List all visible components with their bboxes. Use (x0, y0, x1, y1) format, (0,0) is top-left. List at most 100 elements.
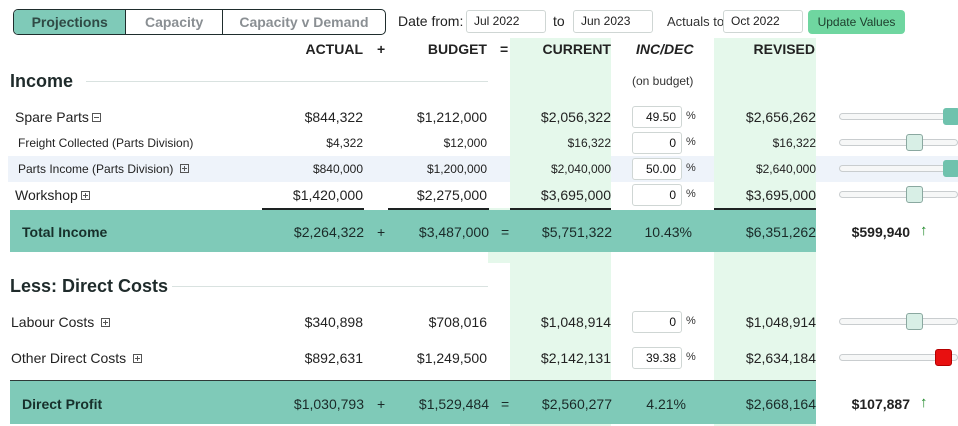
revised-value: $1,048,914 (745, 314, 816, 330)
current-cell-bg (510, 156, 611, 182)
total-plus: + (377, 396, 386, 412)
date-to-input[interactable]: Jun 2023 (573, 10, 653, 33)
budget-value: $708,016 (428, 314, 487, 330)
inc-dec-input[interactable]: 49.50 (632, 106, 682, 128)
total-current: $5,751,322 (541, 224, 612, 240)
actuals-to-label: Actuals to (667, 14, 725, 29)
direct-profit-top-line (10, 380, 816, 381)
tab-capacity[interactable]: Capacity (126, 10, 223, 34)
row-label: Other Direct Costs (11, 350, 143, 366)
row-label: Parts Income (Parts Division) (18, 162, 189, 176)
budget-value: $2,275,000 (416, 187, 487, 203)
current-value: $2,056,322 (540, 109, 611, 125)
revised-value: $2,656,262 (745, 109, 816, 125)
actual-value: $4,322 (326, 136, 363, 150)
current-value: $1,048,914 (540, 314, 611, 330)
inc-dec-input[interactable]: 0 (632, 132, 682, 154)
revised-value: $2,634,184 (745, 350, 816, 366)
row-label: Freight Collected (Parts Division) (18, 136, 194, 150)
percent-sign: % (686, 136, 696, 148)
income-divider (86, 81, 488, 82)
revised-sum-line (714, 208, 816, 210)
to-label: to (553, 13, 565, 29)
inc-dec-input[interactable]: 0 (632, 184, 682, 206)
total-label: Direct Profit (22, 396, 103, 412)
total-label: Total Income (22, 224, 108, 240)
budget-value: $1,212,000 (416, 109, 487, 125)
slider-handle[interactable] (935, 349, 952, 366)
income-section-title: Income (10, 71, 74, 91)
total-actual: $2,264,322 (293, 224, 364, 240)
slider-handle[interactable] (943, 160, 958, 177)
revised-value: $2,640,000 (755, 162, 816, 176)
total-revised: $2,668,164 (745, 396, 816, 412)
direct-costs-divider (172, 286, 488, 287)
actual-value: $892,631 (304, 350, 363, 366)
percent-sign: % (686, 315, 696, 327)
total-equals: = (501, 224, 510, 240)
budget-sum-line (388, 208, 489, 210)
tab-projections[interactable]: Projections (14, 10, 127, 34)
adjust-slider[interactable] (839, 165, 958, 172)
date-from-input[interactable]: Jul 2022 (466, 10, 546, 33)
current-value: $2,142,131 (540, 350, 611, 366)
actual-value: $840,000 (312, 162, 363, 176)
expand-icon[interactable] (179, 164, 189, 174)
total-pct: 4.21% (646, 396, 686, 412)
total-income-change: $599,940 (851, 224, 910, 240)
header-equals: = (500, 41, 509, 57)
date-from-label: Date from: (398, 13, 464, 29)
row-label: Workshop (15, 187, 90, 203)
current-sum-line (510, 208, 611, 210)
slider-handle[interactable] (906, 186, 923, 203)
header-revised: REVISED (753, 41, 815, 57)
adjust-slider[interactable] (839, 113, 958, 120)
row-label: Labour Costs (11, 314, 111, 330)
total-equals: = (501, 396, 510, 412)
adjust-slider[interactable] (839, 318, 958, 325)
actuals-to-input[interactable]: Oct 2022 (723, 10, 803, 33)
actual-sum-line (262, 208, 364, 210)
slider-handle[interactable] (943, 108, 958, 125)
expand-icon[interactable] (80, 190, 90, 200)
revised-cell-bg (714, 156, 816, 182)
current-value: $3,695,000 (540, 187, 611, 203)
total-budget: $3,487,000 (418, 224, 489, 240)
total-current: $2,560,277 (541, 396, 612, 412)
actual-value: $1,420,000 (292, 187, 363, 203)
total-revised: $6,351,262 (745, 224, 816, 240)
tab-capacity-v-demand[interactable]: Capacity v Demand (239, 14, 369, 30)
percent-sign: % (686, 351, 696, 363)
current-value: $16,322 (567, 136, 611, 150)
expand-icon[interactable] (133, 353, 143, 363)
percent-sign: % (686, 110, 696, 122)
percent-sign: % (686, 162, 696, 174)
inc-dec-input[interactable]: 50.00 (632, 158, 682, 180)
header-inc-dec: INC/DEC (636, 41, 694, 57)
percent-sign: % (686, 188, 696, 200)
slider-handle[interactable] (906, 313, 923, 330)
view-tabs: Projections Capacity Capacity v Demand (13, 9, 386, 35)
expand-icon[interactable] (101, 317, 111, 327)
budget-value: $1,249,500 (416, 350, 487, 366)
up-arrow-icon: ↑ (920, 394, 928, 411)
header-on-budget-note: (on budget) (632, 74, 694, 88)
adjust-slider[interactable] (839, 139, 958, 146)
header-budget: BUDGET (427, 41, 487, 57)
total-pct: 10.43% (644, 224, 692, 240)
inc-dec-input[interactable]: 0 (632, 311, 682, 333)
inc-dec-input[interactable]: 39.38 (632, 347, 682, 369)
total-budget: $1,529,484 (418, 396, 489, 412)
adjust-slider[interactable] (839, 191, 958, 198)
actual-value: $340,898 (304, 314, 363, 330)
header-actual: ACTUAL (305, 41, 363, 57)
collapse-icon[interactable] (91, 112, 101, 122)
row-label: Spare Parts (15, 109, 101, 125)
update-values-button[interactable]: Update Values (808, 10, 905, 34)
direct-profit-bar (10, 381, 816, 424)
up-arrow-icon: ↑ (920, 222, 928, 239)
revised-value: $3,695,000 (745, 187, 816, 203)
revised-value: $16,322 (772, 136, 816, 150)
slider-handle[interactable] (906, 134, 923, 151)
actual-value: $844,322 (304, 109, 363, 125)
